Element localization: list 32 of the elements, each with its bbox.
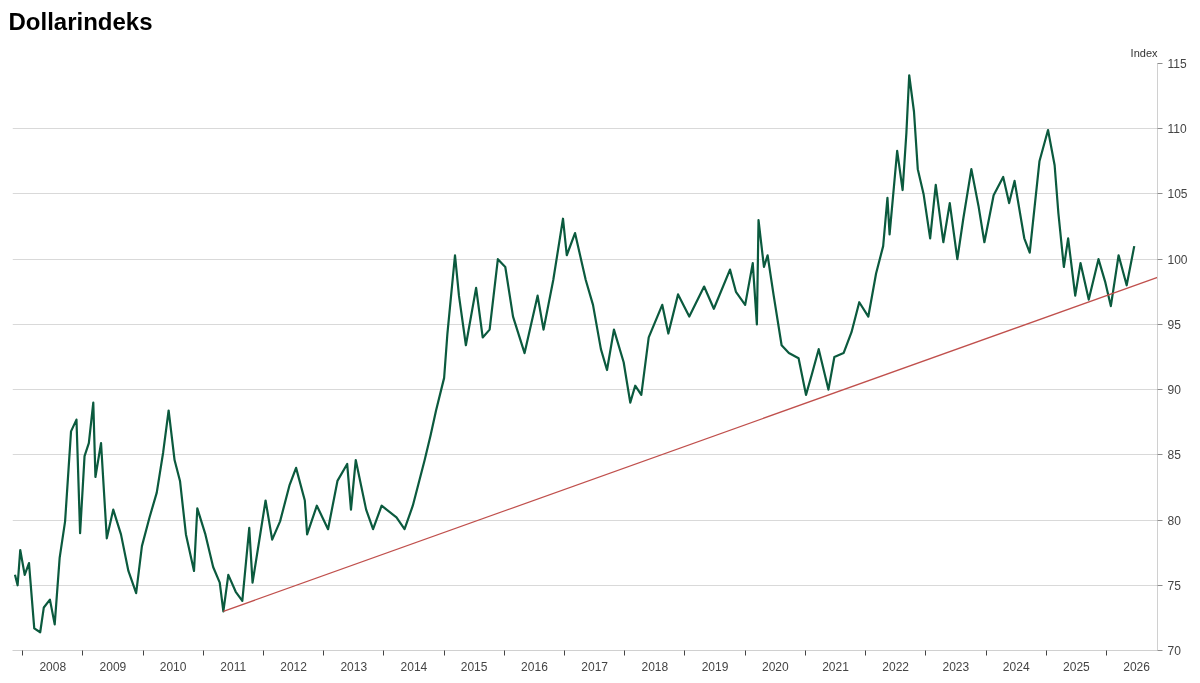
x-tick-label: 2010 <box>159 659 187 674</box>
y-tick-label: 110 <box>1167 122 1187 137</box>
y-tick-label: 90 <box>1167 383 1182 398</box>
x-tick-label: 2022 <box>882 659 910 674</box>
x-tick-label: 2017 <box>581 659 609 674</box>
x-tick-label: 2019 <box>701 659 729 674</box>
y-tick-label: 115 <box>1167 57 1187 71</box>
x-tick-label: 2025 <box>1063 659 1091 674</box>
x-tick-label: 2015 <box>460 659 488 674</box>
y-tick-label: 80 <box>1167 513 1182 528</box>
x-tick-label: 2012 <box>280 659 308 674</box>
chart-title: Dollarindeks <box>8 7 153 35</box>
y-tick-label: 75 <box>1167 578 1182 593</box>
y-tick-label: 105 <box>1167 187 1188 202</box>
x-tick-label: 2020 <box>761 659 790 674</box>
x-tick-label: 2026 <box>1123 659 1151 674</box>
x-tick-label: 2021 <box>822 659 850 674</box>
y-tick-label: 70 <box>1167 644 1182 658</box>
y-tick-label: 85 <box>1167 448 1182 463</box>
x-tick-label: 2013 <box>340 659 368 674</box>
x-tick-label: 2016 <box>521 659 549 674</box>
x-tick-label: 2008 <box>39 659 67 674</box>
x-tick-label: 2009 <box>99 659 127 674</box>
y-tick-label: 100 <box>1167 252 1188 267</box>
y-axis-title: Index <box>1130 46 1158 59</box>
x-tick-label: 2024 <box>1002 659 1030 674</box>
x-tick-label: 2018 <box>641 659 669 674</box>
x-tick-label: 2011 <box>220 659 247 674</box>
x-tick-label: 2014 <box>400 659 428 674</box>
y-tick-label: 95 <box>1167 317 1182 332</box>
x-tick-label: 2023 <box>942 659 970 674</box>
line-series <box>13 74 1136 634</box>
